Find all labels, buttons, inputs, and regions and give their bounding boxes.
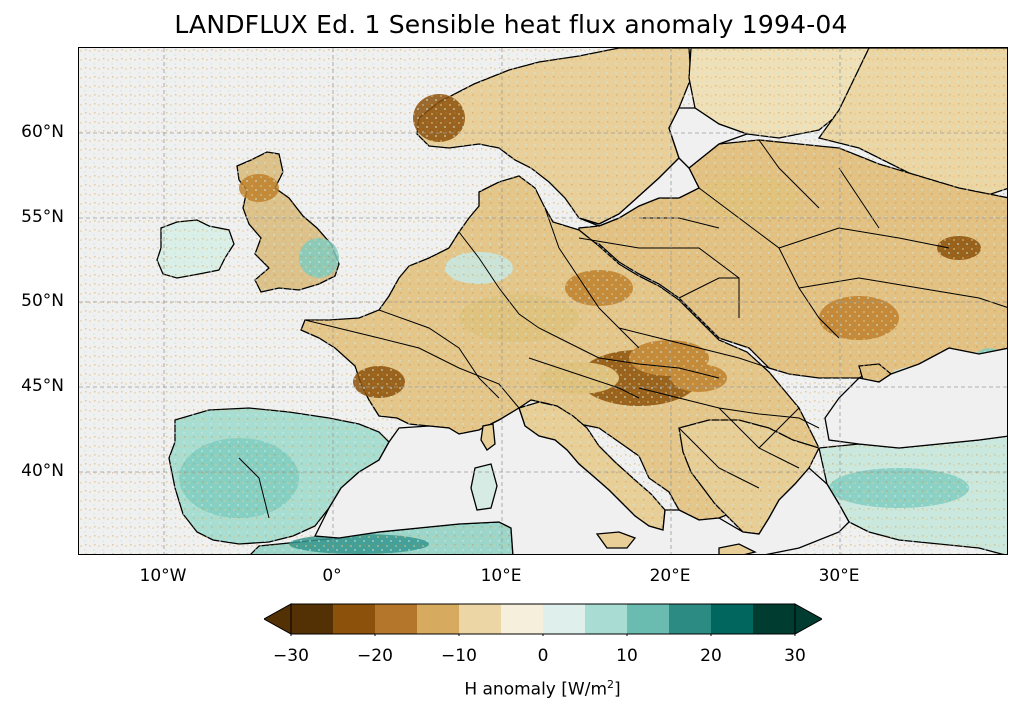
colorbar-bin-9 (627, 604, 669, 634)
colorbar-tick-20: 20 (700, 646, 722, 666)
colorbar-bin-1 (291, 604, 333, 634)
colorbar-bin-12 (753, 604, 795, 634)
colorbar-label-suffix: ] (614, 679, 621, 700)
lat-tick-50N: 50°N (21, 291, 64, 311)
colorbar-bin-3 (375, 604, 417, 634)
colorbar-bin-8 (585, 604, 627, 634)
ocean-overlays (313, 107, 1007, 554)
lat-tick-60N: 60°N (21, 122, 64, 142)
islands (470, 423, 757, 554)
colorbar (262, 602, 824, 638)
map-title: LANDFLUX Ed. 1 Sensible heat flux anomal… (174, 10, 848, 39)
lon-tick-10E: 10°E (480, 566, 522, 586)
lat-tick-45N: 45°N (21, 376, 64, 396)
colorbar-bin-11 (711, 604, 753, 634)
colorbar-tick-10: 10 (616, 646, 638, 666)
colorbar-bin-5 (459, 604, 501, 634)
colorbar-extend-low (262, 603, 292, 635)
colorbar-bin-10 (669, 604, 711, 634)
map-svg (79, 48, 1007, 554)
colorbar-extend-high (794, 603, 824, 635)
colorbar-bin-2 (333, 604, 375, 634)
lat-tick-55N: 55°N (21, 207, 64, 227)
gridlines (79, 48, 1007, 554)
colorbar-tick-0: 0 (537, 646, 549, 666)
colorbar-bin-4 (417, 604, 459, 634)
colorbar-tick-neg20: −20 (357, 646, 393, 666)
colorbar-label-prefix: H anomaly [W/m (464, 679, 608, 700)
lon-tick-30E: 30°E (818, 566, 860, 586)
colorbar-tick-30: 30 (784, 646, 806, 666)
lon-tick-10W: 10°W (139, 566, 187, 586)
colorbar-svg (262, 603, 824, 638)
colorbar-tick-neg10: −10 (441, 646, 477, 666)
colorbar-label-sup: 2 (607, 678, 615, 691)
colorbar-bin-6 (501, 604, 543, 634)
map-panel (78, 47, 1008, 555)
lat-tick-40N: 40°N (21, 461, 64, 481)
lon-tick-0: 0° (322, 566, 342, 586)
colorbar-tick-neg30: −30 (273, 646, 309, 666)
colorbar-bin-7 (543, 604, 585, 634)
country-borders (238, 139, 1007, 519)
lon-tick-20E: 20°E (649, 566, 691, 586)
colorbar-label: H anomaly [W/m2] (0, 678, 1022, 700)
